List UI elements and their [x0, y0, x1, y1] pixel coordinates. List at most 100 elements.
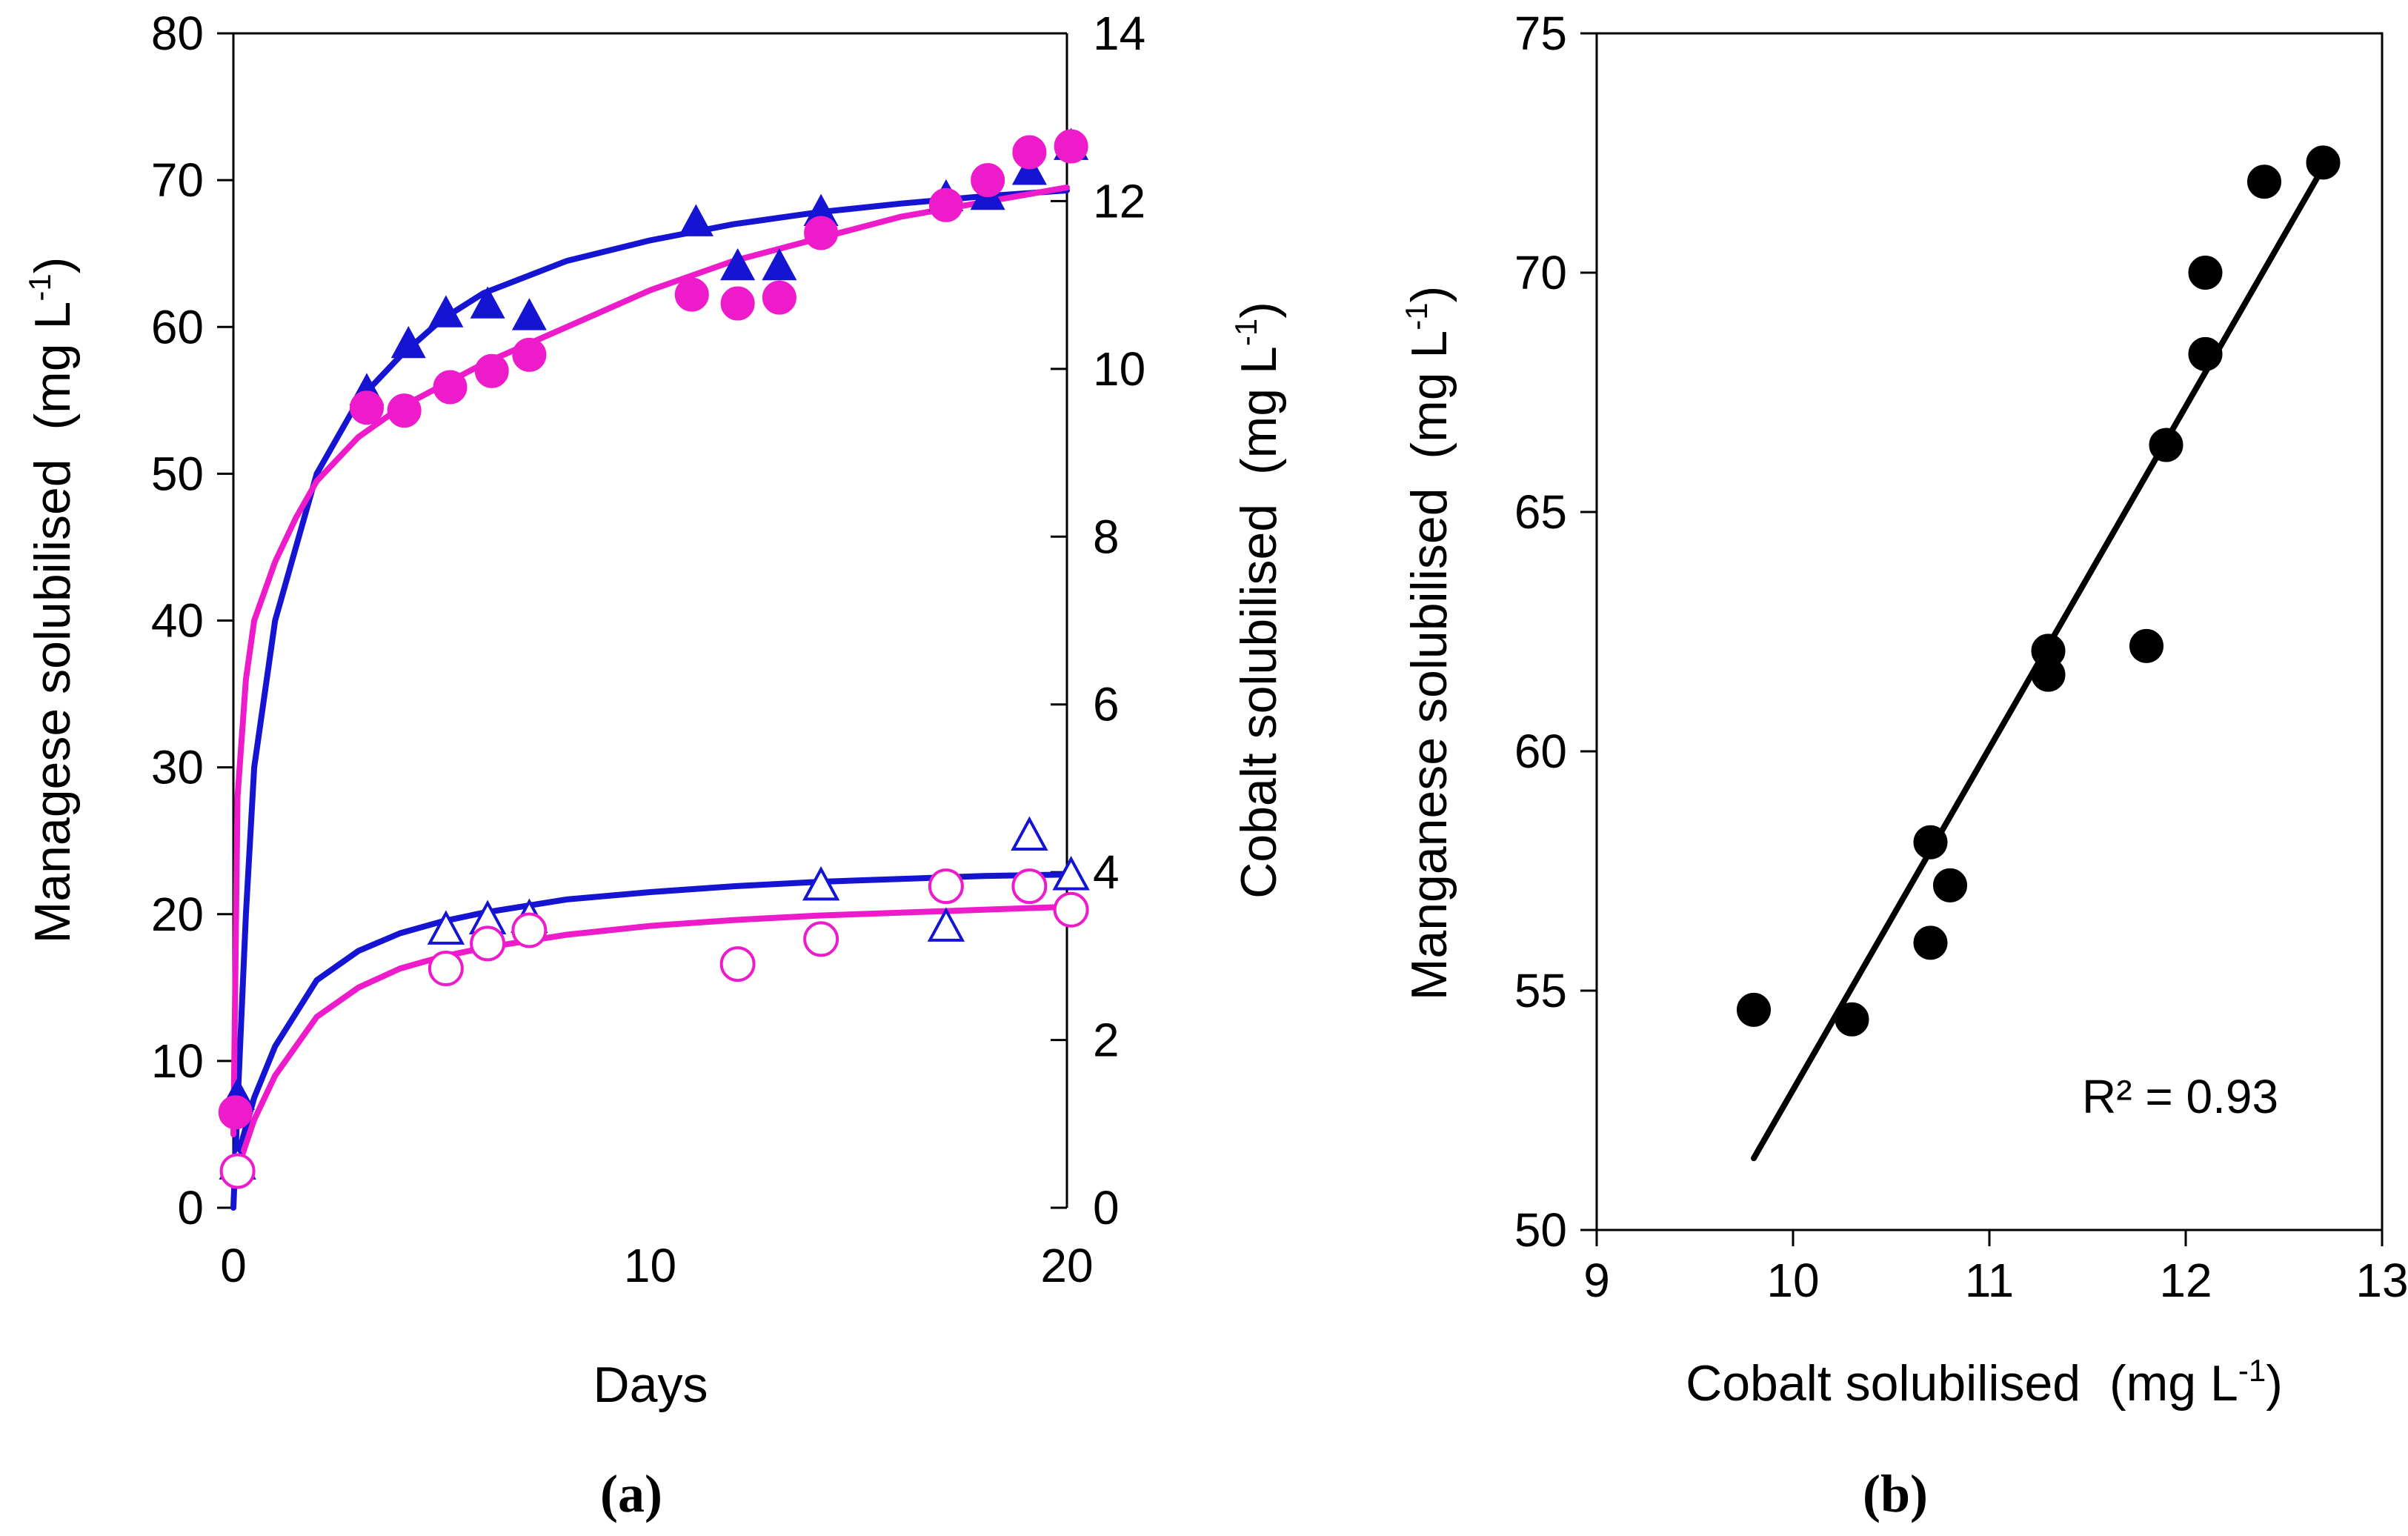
panel-b-x-tick-label: 12 [2159, 1254, 2212, 1307]
panel-b-point [1913, 825, 1948, 860]
panel-a-left-y-axis-title: Managese solubilised (mg L-1) [22, 257, 81, 944]
panel-b-point [1835, 1002, 1869, 1037]
panel-a-left-tick-label: 40 [151, 594, 204, 648]
panel-a-right-tick-label: 0 [1093, 1181, 1120, 1234]
panel-a-series-3-point [428, 951, 464, 987]
panel-a-left-tick-label: 60 [151, 300, 204, 353]
panel-b-point [2247, 164, 2281, 199]
panel-b-y-tick-label: 55 [1514, 964, 1567, 1017]
panel-a-left-tick-label: 30 [151, 741, 204, 794]
panel-b-y-axis-unit-superscript: -1 [1399, 302, 1434, 330]
panel-a-series-3-point [719, 946, 756, 983]
panel-b-x-axis-unit: (mg L [2109, 1355, 2238, 1412]
panel-a-right-y-axis-unit-superscript: -1 [1228, 319, 1263, 346]
panel-b-point [2129, 628, 2163, 663]
panel-a-left-tick-label: 80 [151, 7, 204, 60]
panel-a-series-2-point [802, 865, 840, 901]
panel-b-x-tick-label: 9 [1583, 1254, 1610, 1307]
panel-b-x-axis-unit-close: ) [2266, 1355, 2283, 1412]
panel-a-left-tick-label: 70 [151, 153, 204, 207]
panel-b-y-tick-label: 75 [1514, 7, 1567, 60]
panel-a-series-2-point [1011, 816, 1048, 851]
panel-b-y-axis-title-text: Manganese solubilised [1401, 488, 1457, 1000]
panel-a-left-tick-label: 0 [177, 1181, 204, 1234]
panel-a-left-tick-label: 10 [151, 1034, 204, 1088]
panel-b-y-tick-label: 50 [1514, 1203, 1567, 1257]
panel-a-left-y-axis-unit-superscript: -1 [22, 273, 57, 301]
panel-a-series-1-point [720, 286, 755, 321]
panel-a-series-3-point [928, 868, 964, 905]
panel-a-fit-curve-0 [230, 187, 1070, 1211]
panel-a-series-3-point [1053, 891, 1089, 928]
panel-a-right-tick-label: 4 [1093, 845, 1120, 899]
panel-a-left-y-axis-unit: (mg L [24, 302, 81, 430]
panel-a-label: (a) [600, 1464, 662, 1523]
panel-b-point [1913, 925, 1948, 960]
panel-a-series-2-point [927, 907, 965, 942]
panel-a-right-tick-label: 12 [1093, 174, 1145, 227]
panel-a-left-y-axis-title-text: Managese solubilised [24, 459, 81, 943]
panel-b-point [1933, 868, 1967, 902]
panel-a-series-0-point [390, 325, 426, 359]
panel-a-left-y-axis-unit-close: ) [24, 257, 81, 274]
panel-a-series-1-point [218, 1095, 253, 1130]
panel-b-x-tick-label: 13 [2355, 1254, 2408, 1307]
panel-a-right-tick-label: 14 [1093, 7, 1145, 60]
panel-a-series-0-point [762, 247, 797, 281]
panel-a-series-0-point [720, 247, 756, 281]
panel-a-series-0-point [470, 286, 505, 319]
panel-a-fit-curve-3 [230, 903, 1070, 1189]
panel-b-x-axis-title: Cobalt solubilised (mg L-1) [1686, 1353, 2283, 1412]
panel-a-right-tick-label: 2 [1093, 1014, 1120, 1067]
panel-a-series-1-point [762, 280, 796, 315]
panel-a-x-tick-label: 10 [624, 1239, 676, 1292]
panel-a-series-0-point [428, 295, 464, 328]
panel-b-point [1737, 992, 1771, 1027]
panel-a-series-0-point [678, 204, 714, 236]
panel-a-series-3-point [511, 912, 548, 948]
panel-a-x-tick-label: 0 [220, 1239, 247, 1292]
panel-a-x-tick-label: 20 [1040, 1239, 1093, 1292]
panel-b-y-tick-label: 65 [1514, 485, 1567, 539]
panel-a-series-1-point [1012, 135, 1047, 170]
panel-a-series-1-point [1054, 129, 1088, 164]
panel-b-y-axis-unit: (mg L [1401, 330, 1457, 459]
panel-a-right-y-axis-title-text: Cobalt solubilised [1231, 504, 1287, 899]
panel-a-series-1-point [804, 216, 839, 250]
panel-b-r-squared-annotation: R² = 0.93 [2082, 1070, 2278, 1123]
panel-b-y-axis-title: Manganese solubilised (mg L-1) [1399, 286, 1457, 1001]
panel-b-label: (b) [1863, 1464, 1928, 1523]
panel-a-right-y-axis-unit-close: ) [1231, 302, 1287, 319]
panel-a-series-1-point [350, 390, 384, 425]
panel-b-y-tick-label: 60 [1514, 725, 1567, 778]
panel-a-left-tick-label: 20 [151, 888, 204, 941]
panel-a-series-3-point [1011, 868, 1048, 905]
panel-b-point [2188, 336, 2223, 371]
panel-a-series-1-point [474, 353, 509, 388]
panel-b-x-tick-label: 11 [1965, 1254, 2014, 1307]
panel-a-series-1-point [928, 187, 963, 222]
panel-a-left-tick-label: 50 [151, 447, 204, 500]
panel-a-right-tick-label: 6 [1093, 678, 1120, 731]
panel-a-series-1-point [971, 163, 1005, 198]
panel-a-x-axis-title: Days [593, 1357, 708, 1413]
panel-b-x-axis-unit-superscript: -1 [2238, 1353, 2266, 1388]
panel-b-ticks: 50 55 60 65 70 75 9 10 11 12 13 [1514, 7, 2408, 1307]
panel-b-point [2031, 657, 2066, 692]
panel-a-fit-curve-2 [230, 871, 1070, 1182]
panel-a-series-1-point [674, 277, 709, 312]
panel-b-point [2188, 256, 2223, 290]
panel-a-series-3-point [219, 1153, 256, 1189]
panel-a-right-y-axis-unit: (mg L [1231, 346, 1287, 475]
panel-b-y-axis-unit-close: ) [1401, 286, 1457, 303]
panel-b-point [2306, 145, 2341, 180]
panel-b-y-tick-label: 70 [1514, 246, 1567, 299]
panel-a-series-1-point [387, 393, 422, 428]
panel-a-data-points [218, 127, 1090, 1189]
panel-a-right-y-axis-title: Cobalt solubilised (mg L-1) [1228, 302, 1287, 899]
panel-b-x-tick-label: 10 [1766, 1254, 1819, 1307]
panel-a-series-2-point [1052, 856, 1090, 891]
panel-b-point [2149, 428, 2184, 462]
